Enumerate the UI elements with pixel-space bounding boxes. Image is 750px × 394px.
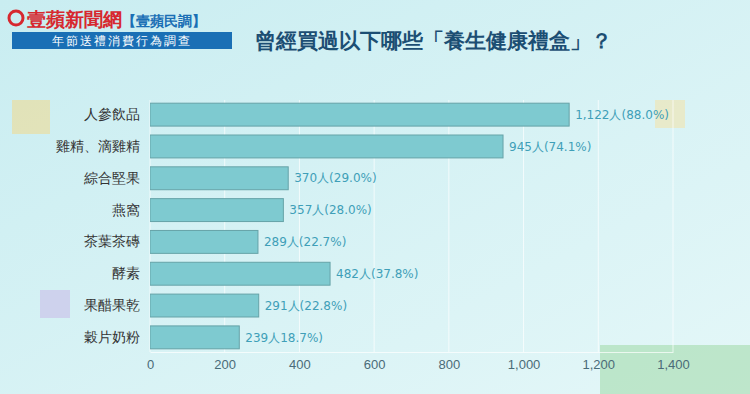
data-label: 370人(29.0%) (294, 171, 376, 185)
logo-icon (9, 11, 23, 25)
data-label: 482人(37.8%) (336, 267, 418, 281)
bar (150, 294, 259, 317)
grid-line (673, 100, 674, 352)
data-label: 945人(74.1%) (509, 140, 591, 154)
x-tick: 1,000 (508, 352, 541, 372)
category-label: 雞精、滴雞精 (56, 138, 140, 154)
grid (150, 100, 673, 352)
y-axis: 人參飲品雞精、滴雞精綜合堅果燕窩茶葉茶磚酵素果醋果乾穀片奶粉 (56, 106, 150, 345)
bar (150, 230, 258, 253)
category-label: 果醋果乾 (84, 297, 140, 313)
y-tick: 燕窩 (112, 202, 150, 218)
gift-box (40, 290, 70, 318)
y-tick: 穀片奶粉 (84, 329, 150, 345)
chart: 壹蘋新聞網【壹蘋民調】年節送禮消費行為調查 曾經買過以下哪些「養生健康禮盒」？ 0 2… (0, 0, 750, 394)
bar (150, 103, 569, 126)
data-label: 1,122人(88.0%) (575, 108, 669, 122)
x-tick: 600 (364, 352, 386, 372)
tick-label: 0 (147, 357, 154, 372)
tick-label: 400 (289, 357, 311, 372)
subtitle-band (12, 32, 232, 49)
header: 壹蘋新聞網【壹蘋民調】年節送禮消費行為調查 曾經買過以下哪些「養生健康禮盒」？ (9, 8, 612, 53)
category-label: 燕窩 (112, 202, 140, 218)
x-tick: 200 (214, 352, 236, 372)
x-tick: 0 (147, 352, 154, 372)
bar (150, 167, 288, 190)
data-label: 357人(28.0%) (289, 203, 371, 217)
x-tick: 1,200 (583, 352, 616, 372)
data-label: 291人(22.8%) (265, 299, 347, 313)
bars (150, 103, 569, 349)
title: 曾經買過以下哪些「養生健康禮盒」？ (255, 29, 612, 53)
y-tick: 綜合堅果 (83, 170, 150, 186)
tick-label: 800 (439, 357, 461, 372)
gift-box (12, 100, 50, 134)
logo-text: 壹蘋新聞網 (27, 8, 122, 30)
bar (150, 135, 503, 158)
x-tick: 1,400 (657, 352, 690, 372)
logo: 壹蘋新聞網【壹蘋民調】 (27, 8, 206, 30)
tick-label: 1,400 (657, 357, 690, 372)
bar (150, 199, 283, 222)
decoration (12, 100, 750, 394)
category-label: 穀片奶粉 (84, 329, 140, 345)
category-label: 人參飲品 (84, 106, 140, 122)
axis-line (151, 352, 674, 353)
bar (150, 326, 239, 349)
y-tick: 果醋果乾 (84, 297, 150, 313)
data-labels: 1,122人(88.0%) 945人(74.1%) 370人(29.0%) 357人(… (245, 108, 669, 345)
x-tick: 800 (439, 352, 461, 372)
background (0, 0, 750, 394)
x-axis: 0 200 400 600 800 1,000 1,200 1,400 (147, 352, 690, 372)
tick-label: 200 (214, 357, 236, 372)
tick-label: 1,200 (583, 357, 616, 372)
category-label: 茶葉茶磚 (84, 233, 140, 249)
tick-label: 600 (364, 357, 386, 372)
category-label: 酵素 (112, 265, 140, 281)
grid-line (523, 100, 524, 352)
tick-label: 1,000 (508, 357, 541, 372)
grid-line (598, 100, 599, 352)
y-tick: 人參飲品 (84, 106, 150, 122)
data-label: 239人18.7%) (245, 331, 323, 345)
bar (150, 262, 330, 285)
data-label: 289人(22.7%) (264, 235, 346, 249)
y-tick: 茶葉茶磚 (84, 233, 150, 249)
y-tick: 雞精、滴雞精 (56, 138, 150, 154)
category-label: 綜合堅果 (83, 170, 140, 186)
x-tick: 400 (289, 352, 311, 372)
logo-tag: 【壹蘋民調】 (122, 13, 206, 29)
subtitle: 年節送禮消費行為調查 (52, 34, 192, 48)
y-tick: 酵素 (112, 265, 150, 281)
